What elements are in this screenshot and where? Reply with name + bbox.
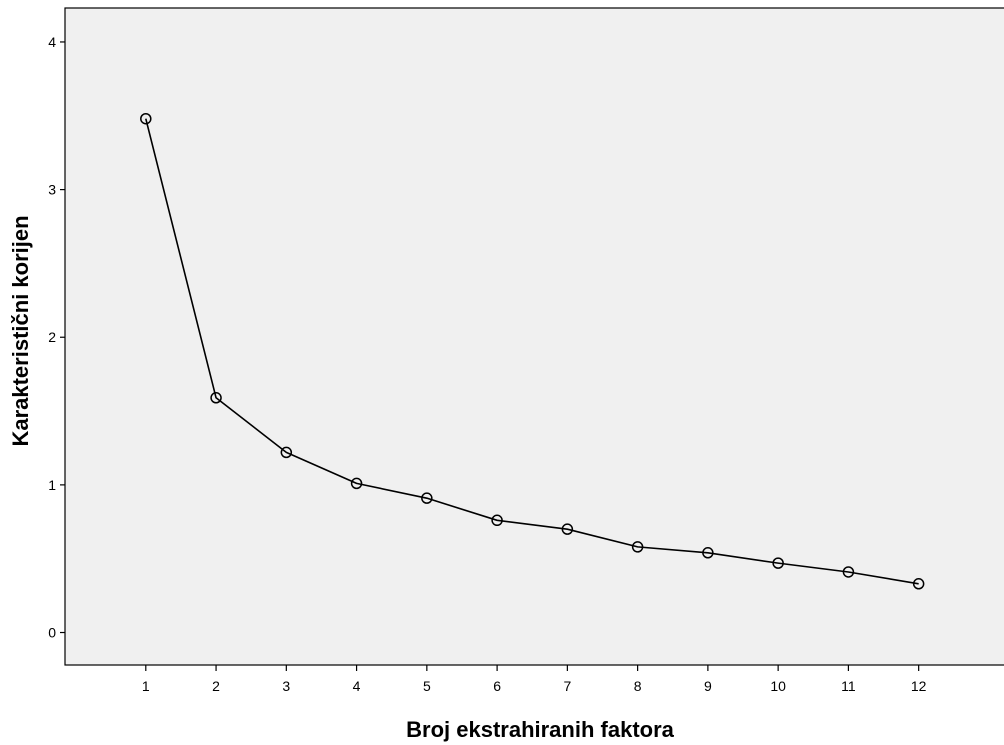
data-point-marker — [350, 477, 363, 490]
y-tick-label: 0 — [48, 625, 56, 641]
data-point-marker — [210, 392, 222, 404]
data-point-marker — [842, 566, 855, 578]
x-tick-label: 12 — [911, 678, 927, 694]
data-series — [140, 112, 925, 590]
series-line — [145, 118, 919, 585]
data-point-marker — [561, 523, 574, 535]
x-axis: 1 2 3 4 5 6 7 8 9 10 11 12 — [142, 665, 927, 694]
y-tick-label: 3 — [48, 182, 56, 198]
data-point-marker — [140, 112, 152, 125]
x-tick-label: 4 — [353, 678, 361, 694]
y-tick-label: 4 — [48, 34, 56, 50]
x-axis-title: Broj ekstrahiranih faktora — [406, 717, 675, 742]
y-axis: 0 1 2 3 4 — [48, 34, 65, 641]
data-point-marker — [421, 492, 433, 504]
data-point-marker — [280, 446, 293, 459]
data-point-marker — [912, 578, 925, 590]
y-tick-label: 1 — [48, 477, 56, 493]
x-tick-label: 10 — [770, 678, 786, 694]
x-tick-label: 9 — [704, 678, 712, 694]
x-tick-label: 5 — [423, 678, 431, 694]
y-tick-label: 2 — [48, 329, 56, 345]
x-tick-label: 6 — [493, 678, 501, 694]
data-point-marker — [772, 557, 784, 569]
plot-area — [64, 7, 1004, 666]
data-point-marker — [491, 514, 503, 527]
x-tick-label: 1 — [142, 678, 150, 694]
x-tick-label: 8 — [634, 678, 642, 694]
x-tick-label: 7 — [563, 678, 571, 694]
data-point-marker — [702, 547, 714, 559]
x-tick-label: 3 — [282, 678, 290, 694]
x-tick-label: 2 — [212, 678, 220, 694]
x-tick-label: 11 — [841, 678, 856, 694]
data-point-marker — [631, 541, 644, 553]
y-axis-title: Karakteristični korijen — [8, 215, 33, 446]
